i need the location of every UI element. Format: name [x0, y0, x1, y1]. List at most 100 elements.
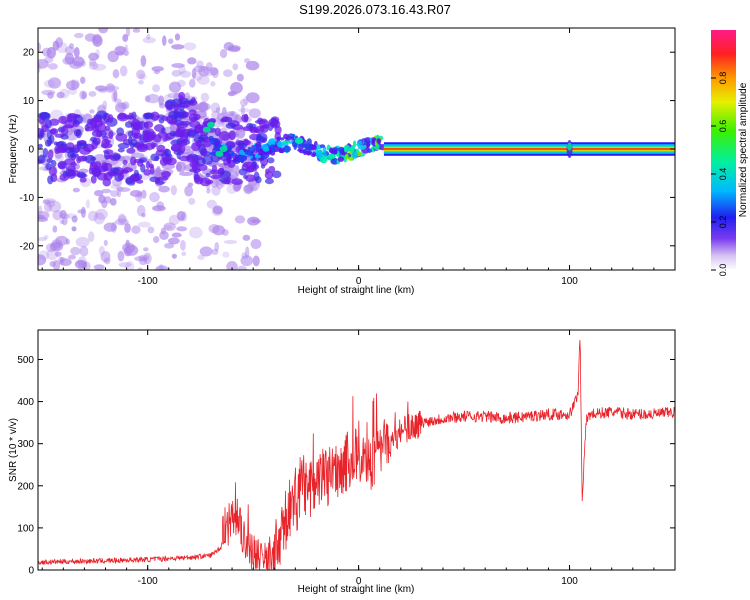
- noise-blob: [184, 185, 194, 197]
- noise-blob: [171, 70, 182, 77]
- noise-blob: [38, 250, 50, 261]
- noise-blob: [230, 82, 243, 94]
- transition-blob: [348, 156, 354, 161]
- noise-blob: [103, 222, 117, 232]
- noise-blob: [245, 60, 260, 71]
- signal-blob: [60, 133, 69, 140]
- signal-blob: [41, 124, 50, 133]
- noise-blob: [73, 32, 84, 39]
- signal-blob: [188, 109, 197, 116]
- signal-blob: [220, 118, 225, 123]
- y-tick-label: 200: [17, 481, 34, 492]
- noise-blob: [222, 251, 230, 258]
- y-tick-label: 20: [23, 48, 35, 59]
- signal-blob: [197, 139, 202, 148]
- signal-blob: [161, 127, 166, 134]
- signal-blob: [50, 128, 59, 136]
- signal-blob: [47, 175, 54, 185]
- signal-blob: [215, 150, 224, 157]
- noise-blob: [171, 253, 177, 259]
- signal-blob: [209, 169, 221, 175]
- noise-blob: [140, 55, 147, 67]
- noise-blob: [211, 185, 221, 196]
- noise-blob: [196, 102, 211, 112]
- y-tick-label: 300: [17, 439, 34, 450]
- noise-blob: [98, 194, 106, 204]
- signal-blob: [62, 124, 75, 129]
- signal-blob: [164, 148, 172, 157]
- signal-blob: [132, 121, 144, 131]
- signal-blob: [134, 133, 139, 139]
- noise-blob: [125, 260, 135, 270]
- noise-blob: [243, 184, 254, 195]
- signal-blob: [90, 161, 102, 168]
- noise-blob: [123, 246, 132, 257]
- noise-blob: [234, 215, 246, 224]
- noise-blob: [47, 63, 58, 70]
- noise-blob: [59, 219, 65, 225]
- noise-blob: [111, 91, 116, 102]
- noise-blob: [200, 92, 210, 103]
- signal-blob: [96, 110, 108, 120]
- noise-blob: [142, 36, 156, 44]
- signal-blob: [108, 130, 114, 140]
- signal-blob: [242, 161, 255, 168]
- signal-blob: [206, 121, 215, 128]
- noise-blob: [81, 262, 88, 269]
- noise-blob: [171, 63, 185, 68]
- noise-blob: [109, 190, 119, 197]
- signal-blob: [91, 130, 103, 138]
- transition-blob: [352, 140, 357, 148]
- noise-blob: [95, 49, 100, 59]
- noise-blob: [226, 261, 238, 270]
- y-tick-label: 500: [17, 355, 34, 366]
- transition-blob: [366, 143, 370, 147]
- noise-blob: [59, 88, 70, 99]
- noise-blob: [72, 56, 85, 67]
- noise-blob: [98, 28, 109, 34]
- signal-blob: [268, 165, 276, 173]
- noise-blob: [244, 184, 255, 193]
- signal-blob: [255, 135, 266, 144]
- transition-blob: [254, 154, 262, 159]
- transition-blob: [279, 137, 285, 141]
- noise-blob: [88, 90, 97, 97]
- transition-blob: [250, 145, 256, 152]
- signal-blob: [189, 159, 200, 169]
- signal-blob: [162, 156, 173, 165]
- signal-blob: [39, 111, 51, 121]
- noise-blob: [98, 88, 108, 93]
- x-tick-label: 100: [561, 276, 578, 287]
- noise-blob: [134, 256, 148, 262]
- colorbar-tick-label: 0.6: [718, 120, 728, 133]
- signal-blob: [144, 121, 149, 129]
- signal-blob: [108, 171, 117, 177]
- signal-blob: [94, 122, 107, 133]
- signal-blob: [122, 159, 128, 165]
- steady-tone-band: [383, 148, 675, 150]
- signal-blob: [102, 135, 109, 141]
- signal-blob: [192, 113, 201, 121]
- signal-blob: [237, 142, 247, 149]
- signal-blob: [185, 154, 195, 163]
- noise-blob: [116, 187, 131, 192]
- signal-blob: [160, 171, 172, 178]
- signal-blob: [145, 132, 156, 141]
- noise-blob: [163, 222, 176, 232]
- signal-blob: [220, 170, 231, 179]
- noise-blob: [219, 48, 228, 59]
- transition-blob: [267, 139, 276, 146]
- noise-blob: [178, 65, 186, 75]
- signal-blob: [205, 172, 211, 178]
- transition-blob: [235, 154, 243, 158]
- noise-blob: [168, 214, 180, 226]
- signal-blob: [48, 166, 57, 176]
- signal-blob: [90, 175, 97, 184]
- signal-blob: [148, 163, 154, 169]
- noise-blob: [175, 161, 187, 173]
- colorbar-tick-label: 0.8: [718, 72, 728, 85]
- noise-blob: [71, 79, 76, 91]
- signal-blob: [155, 149, 167, 157]
- noise-blob: [59, 209, 67, 219]
